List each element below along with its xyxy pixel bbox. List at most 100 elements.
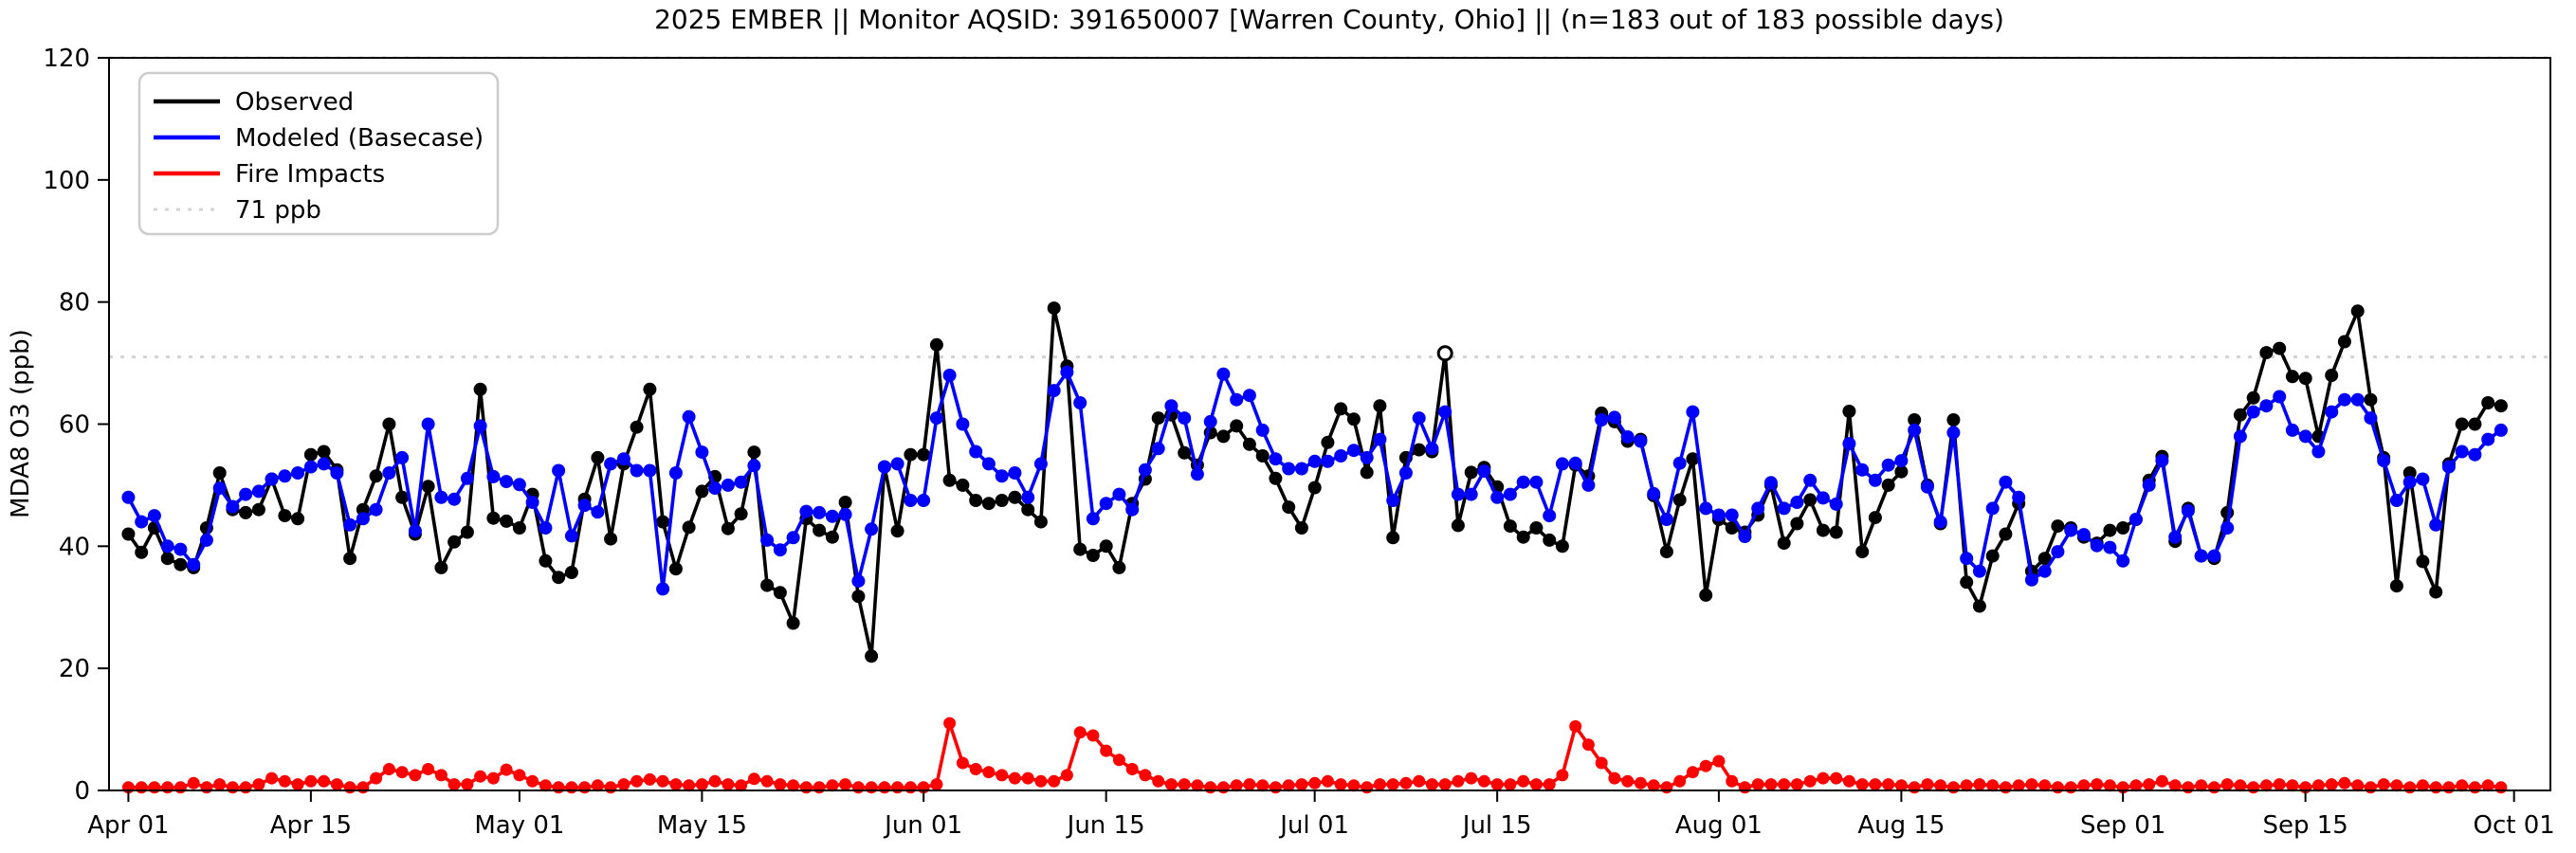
data-point xyxy=(2207,781,2220,794)
data-point xyxy=(1412,443,1426,457)
data-point xyxy=(981,497,996,511)
data-point xyxy=(2285,423,2299,437)
data-point xyxy=(786,616,800,630)
data-point xyxy=(1595,413,1609,426)
data-point xyxy=(291,512,305,526)
data-point xyxy=(460,471,474,485)
data-point xyxy=(1308,776,1322,789)
data-point xyxy=(682,520,696,535)
data-point xyxy=(1634,434,1648,448)
data-point xyxy=(774,778,787,791)
data-point xyxy=(1686,452,1700,466)
data-point xyxy=(1073,726,1087,739)
data-point xyxy=(303,460,318,474)
data-point xyxy=(616,452,630,466)
data-point xyxy=(317,445,331,459)
data-point xyxy=(1373,432,1387,446)
data-point xyxy=(1620,430,1635,444)
data-point xyxy=(1972,599,1986,613)
data-point xyxy=(1881,458,1895,472)
data-point xyxy=(1829,525,1843,539)
data-point xyxy=(591,779,604,792)
data-point xyxy=(1386,778,1399,791)
data-point xyxy=(1178,778,1191,791)
data-point xyxy=(1021,490,1035,504)
data-point xyxy=(2038,779,2052,792)
data-point xyxy=(1112,487,1126,501)
data-point xyxy=(1920,480,1934,494)
data-point xyxy=(669,778,683,791)
data-point xyxy=(2494,399,2508,413)
data-point xyxy=(1816,491,1830,505)
data-point xyxy=(1243,778,1256,791)
data-point xyxy=(2377,454,2391,468)
data-point xyxy=(1686,405,1700,419)
data-point xyxy=(1751,778,1764,791)
modeled-basecase--series xyxy=(121,365,2508,596)
data-point xyxy=(1399,776,1413,789)
data-point xyxy=(160,552,174,566)
data-point xyxy=(1334,778,1347,791)
data-point xyxy=(982,766,996,779)
data-point xyxy=(1869,778,1882,791)
data-point xyxy=(1699,759,1712,772)
data-point xyxy=(552,571,566,585)
data-point xyxy=(591,505,605,519)
data-point xyxy=(1294,521,1308,535)
data-point xyxy=(695,445,709,460)
data-point xyxy=(448,778,461,791)
data-point xyxy=(760,533,775,547)
data-point xyxy=(278,774,291,788)
data-point xyxy=(2129,779,2143,792)
data-point xyxy=(1242,437,1256,451)
data-point xyxy=(1164,399,1178,413)
data-point xyxy=(2037,552,2052,566)
data-point xyxy=(1543,509,1557,523)
data-point xyxy=(747,459,761,473)
data-point xyxy=(1946,413,1961,426)
data-point xyxy=(1972,564,1986,578)
data-point xyxy=(604,457,618,471)
data-point xyxy=(2285,370,2299,384)
data-point xyxy=(2259,779,2273,792)
data-point xyxy=(2195,779,2208,792)
data-point xyxy=(1842,437,1856,451)
data-point xyxy=(2350,392,2365,407)
data-point xyxy=(1321,774,1334,788)
data-point xyxy=(1908,423,1922,437)
data-point xyxy=(1607,410,1621,425)
data-point xyxy=(643,772,656,786)
data-point xyxy=(1451,518,1465,533)
data-point xyxy=(1960,552,1974,566)
data-point xyxy=(226,781,239,794)
data-point xyxy=(2273,341,2287,355)
data-point xyxy=(1347,779,1361,792)
data-point xyxy=(890,524,904,538)
data-point xyxy=(2103,540,2117,554)
data-point xyxy=(564,566,578,579)
data-point xyxy=(1438,778,1452,791)
data-point xyxy=(851,590,866,604)
data-point xyxy=(1204,781,1217,794)
data-point xyxy=(212,481,227,496)
data-point xyxy=(135,545,149,559)
legend-label: Modeled (Basecase) xyxy=(235,124,484,153)
data-point xyxy=(1960,779,1973,792)
data-point xyxy=(1894,779,1908,792)
data-point xyxy=(1413,774,1426,788)
data-point xyxy=(1711,508,1726,522)
data-point xyxy=(1647,779,1660,792)
data-point xyxy=(2116,521,2130,535)
legend-label: Observed xyxy=(235,88,354,117)
data-point xyxy=(1855,545,1870,559)
data-point xyxy=(2090,538,2104,553)
data-point xyxy=(851,574,866,589)
data-point xyxy=(1191,779,1204,792)
data-point xyxy=(2403,781,2417,794)
data-point xyxy=(1151,411,1165,426)
data-point xyxy=(577,499,592,513)
data-point xyxy=(2429,781,2442,794)
y-tick-label: 80 xyxy=(59,289,90,318)
data-point xyxy=(2246,405,2260,419)
data-point xyxy=(721,521,735,535)
